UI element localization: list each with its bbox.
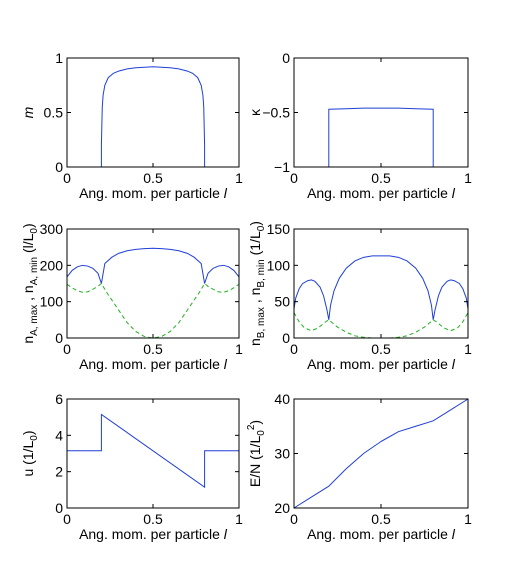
y-axis-label: m [20,106,36,118]
y-tick-label: −0.5 [262,105,290,121]
x-axis-label: Ang. mom. per particle l [79,356,228,372]
series-line-nB-0 [293,255,469,320]
chart-EN: 0 0.5 1 20 30 40 Ang. mom. per particle l E/N (… [246,391,472,542]
x-tick-label: 0.5 [143,511,163,527]
y-tick-label: 6 [55,391,63,407]
y-tick-label: 2 [55,464,63,480]
x-tick-label: 1 [464,170,472,186]
y-tick-label: 100 [267,257,291,273]
axes-frame [66,398,240,509]
y-tick-label: 0 [282,330,290,346]
series-line-m-0 [67,66,239,168]
y-tick-label: 20 [274,500,290,516]
chart-u: 0 0.5 1 0 2 4 6 Ang. mom. per particle l u (1/L0… [20,391,243,542]
x-axis-label: Ang. mom. per particle l [79,526,228,542]
x-axis-label: Ang. mom. per particle l [307,185,456,201]
y-tick-label: 0 [55,500,63,516]
chart-m: 0 0.5 1 0 0.5 1 Ang. mom. per particle l m [20,50,243,201]
y-tick-label: 50 [274,294,290,310]
axes-frame [66,228,240,339]
y-axis-label: nB, max , nB, min (1/L0) [247,221,267,346]
axes-frame [293,228,469,339]
x-tick-label: 1 [235,511,243,527]
x-tick-label: 0.5 [143,170,163,186]
x-tick-label: 0.5 [371,511,391,527]
x-tick-label: 1 [235,170,243,186]
y-tick-label: 0 [55,159,63,175]
x-tick-label: 1 [235,341,243,357]
y-axis-label: E/N (1/L02) [246,420,267,487]
y-axis-label: u (1/L0) [20,430,40,476]
y-tick-label: 300 [40,221,64,237]
y-axis-label: κ [247,108,263,116]
chart-nB: 0 0.5 1 0 50 100 150 Ang. mom. per particle l nB… [247,221,472,372]
y-axis-label: nA, max , nA, min (l/L0) [20,223,40,343]
series-line-kappa-0 [294,107,468,168]
chart-kappa: 0 0.5 1 −1 −0.5 0 Ang. mom. per particle l κ [247,50,472,201]
x-axis-label: Ang. mom. per particle l [79,185,228,201]
x-axis-label: Ang. mom. per particle l [307,356,456,372]
y-tick-label: 1 [55,50,63,66]
y-tick-label: 100 [40,294,64,310]
series-line-nA-1 [66,282,240,339]
series-line-EN-0 [293,398,469,509]
chart-nA: 0 0.5 1 0 100 200 300 Ang. mom. per particle l n… [20,221,243,372]
y-tick-label: 0 [55,330,63,346]
series-line-nA-0 [66,247,240,284]
x-tick-label: 1 [464,341,472,357]
y-tick-label: 0 [282,50,290,66]
x-tick-label: 0 [63,511,71,527]
axes-frame [293,57,469,168]
y-tick-label: 200 [40,257,64,273]
y-tick-label: −1 [274,159,290,175]
series-line-u-0 [67,413,239,489]
x-tick-label: 0.5 [143,341,163,357]
x-tick-label: 0 [63,341,71,357]
x-tick-label: 0.5 [371,170,391,186]
y-tick-label: 0.5 [44,105,64,121]
x-tick-label: 0 [290,341,298,357]
y-tick-label: 30 [274,446,290,462]
x-axis-label: Ang. mom. per particle l [307,526,456,542]
x-tick-label: 0.5 [371,341,391,357]
x-tick-label: 1 [464,511,472,527]
y-tick-label: 150 [267,221,291,237]
y-tick-label: 4 [55,427,63,443]
x-tick-label: 0 [63,170,71,186]
y-tick-label: 40 [274,391,290,407]
x-tick-label: 0 [290,170,298,186]
x-tick-label: 0 [290,511,298,527]
axes-frame [66,57,240,168]
